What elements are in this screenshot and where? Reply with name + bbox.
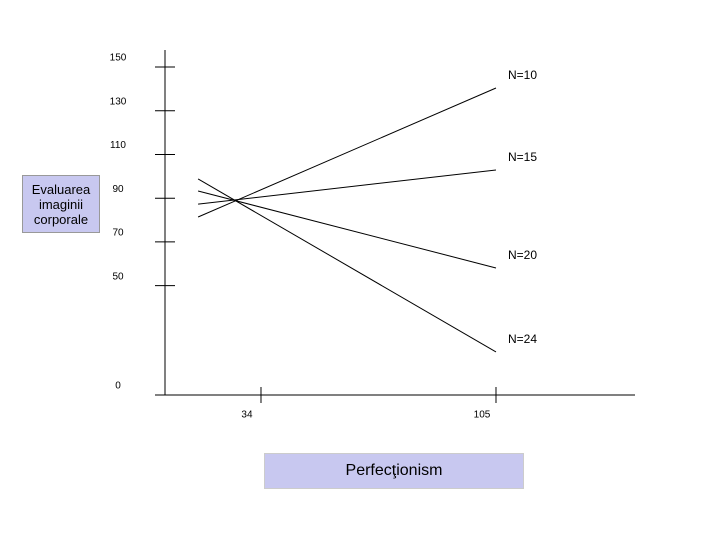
y-tick-label: 130: [110, 96, 127, 107]
y-tick-label: 90: [112, 184, 124, 195]
series-label: N=24: [508, 332, 537, 346]
x-tick-label: 105: [474, 410, 491, 421]
y-tick-label: 50: [112, 271, 124, 282]
y-tick-label: 110: [110, 140, 126, 151]
series-label: N=10: [508, 68, 537, 82]
x-axis-title: Perfecţionism: [264, 453, 524, 489]
y-axis-title: Evaluarea imaginii corporale: [22, 175, 100, 233]
y-tick-label: 150: [110, 53, 127, 64]
y-tick-label: 70: [112, 228, 124, 239]
series-label: N=20: [508, 248, 537, 262]
series-line: [197, 87, 497, 218]
series-line: [197, 178, 497, 353]
series-line: [197, 190, 497, 269]
series-line: [198, 169, 497, 205]
y-tick-label: 0: [115, 381, 121, 392]
x-tick-label: 34: [241, 410, 253, 421]
series-label: N=15: [508, 150, 537, 164]
